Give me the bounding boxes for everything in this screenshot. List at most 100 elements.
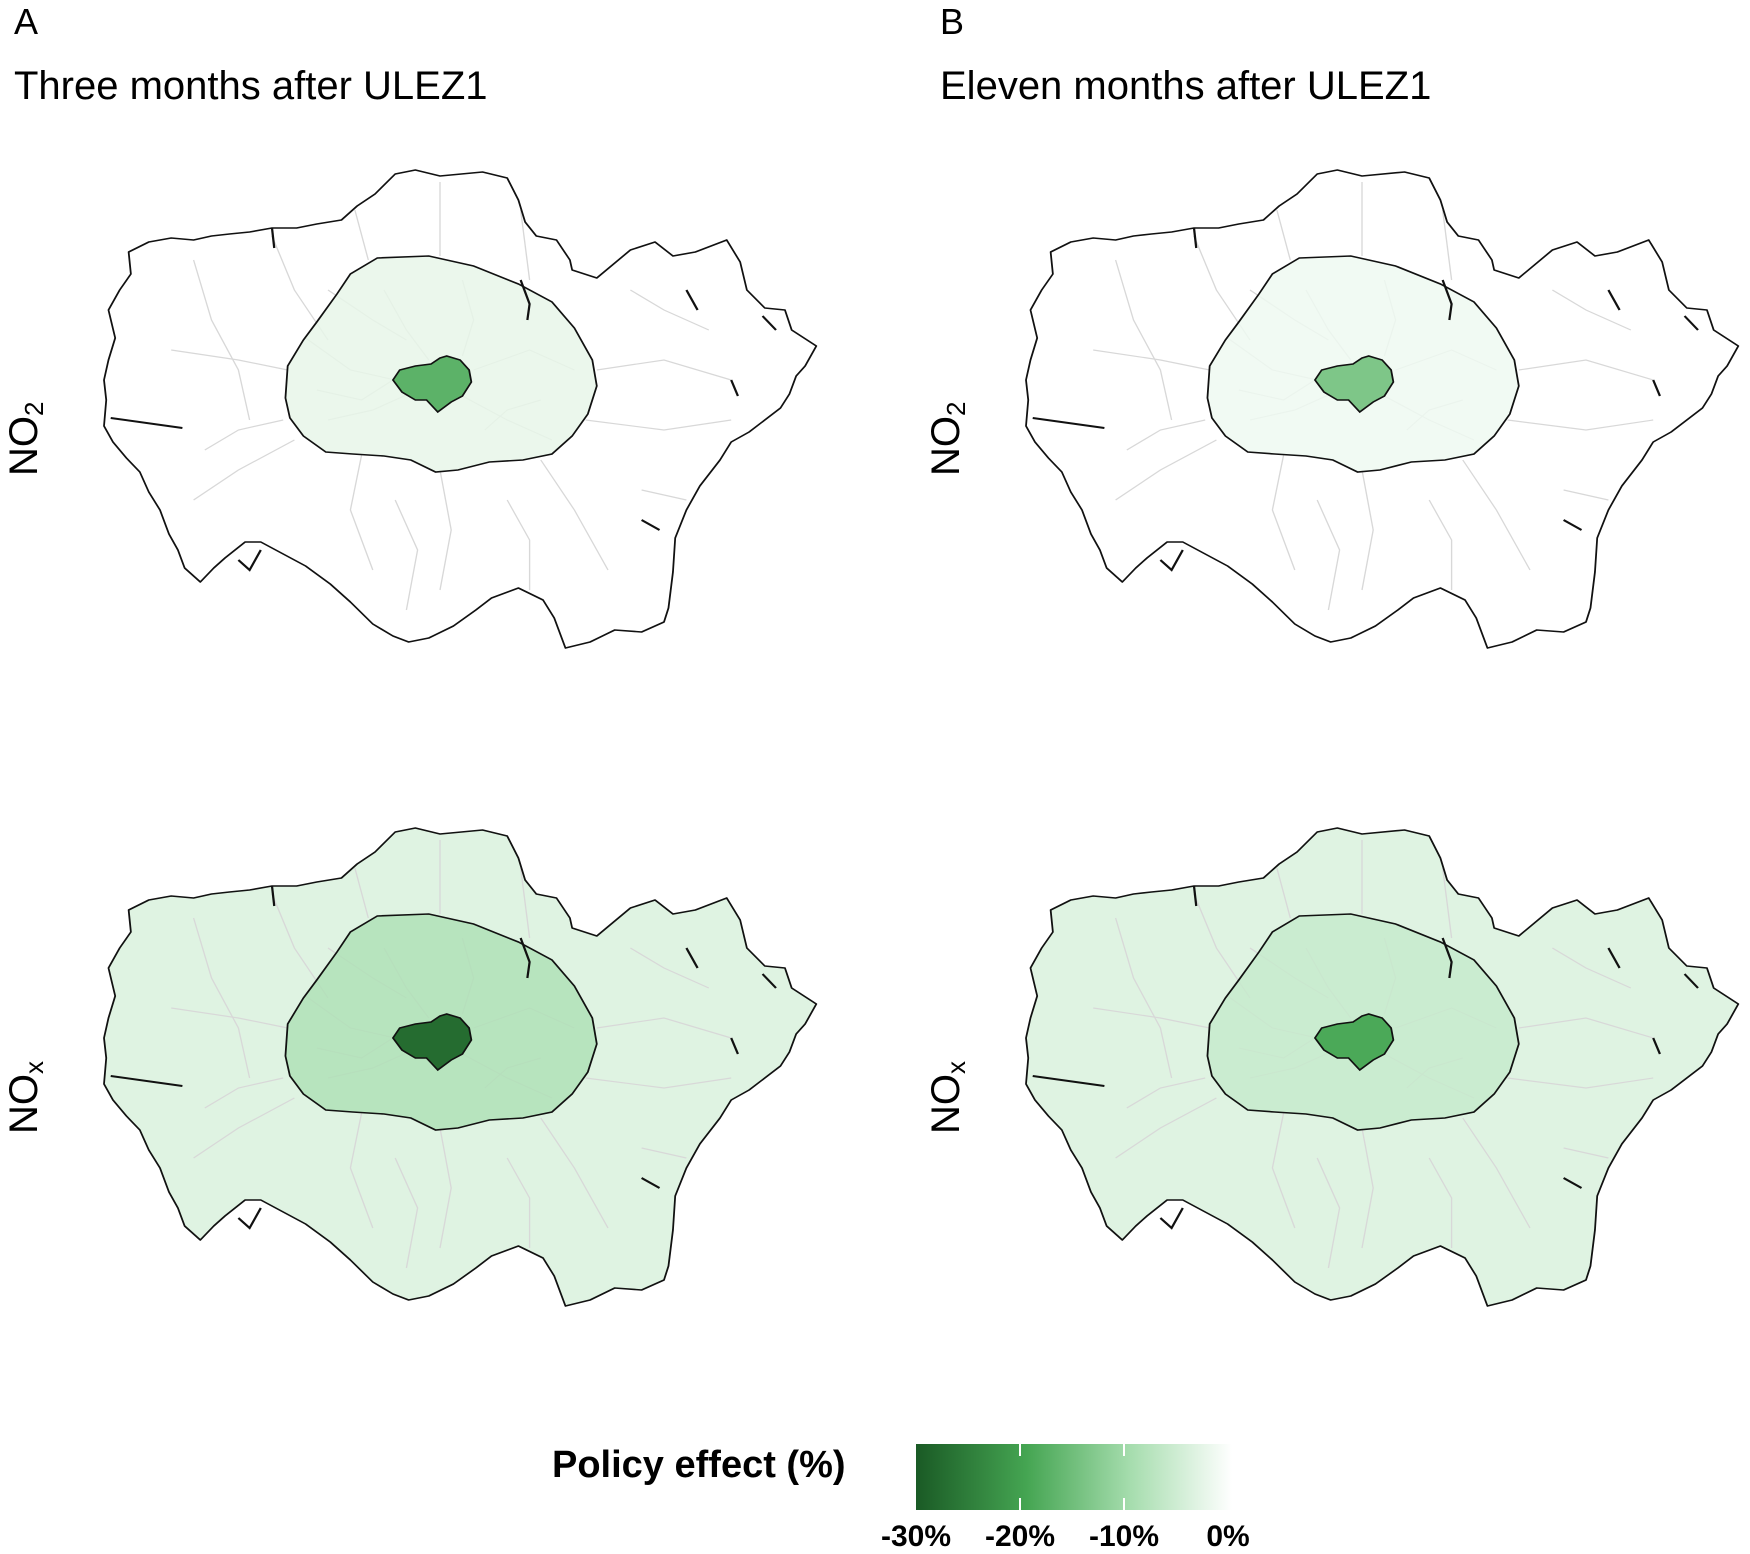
row-label-nox-b: NOx [924, 1061, 971, 1134]
greater-london-outline [1025, 827, 1740, 1307]
borough-boundary [349, 454, 374, 571]
borough-boundary [506, 499, 531, 590]
map-layer [1025, 827, 1740, 1307]
river-or-road-line [730, 1037, 739, 1055]
borough-boundary [1563, 1147, 1609, 1159]
borough-boundary [1462, 1117, 1531, 1229]
central-ulez-area [391, 355, 473, 414]
borough-boundary [1428, 499, 1453, 590]
panel-a-title: Three months after ULEZ1 [14, 64, 488, 108]
borough-boundary [641, 489, 687, 501]
borough-boundary [192, 259, 251, 421]
borough-boundary [171, 1007, 288, 1029]
borough-boundary [439, 469, 452, 591]
map-layer [1025, 169, 1740, 649]
legend-tick-minus-20: -20% [984, 1520, 1056, 1553]
river-or-road-line [237, 1207, 262, 1230]
map-layer [103, 169, 818, 649]
borough-boundary [193, 439, 295, 501]
legend-color-bar [916, 1444, 1232, 1510]
borough-boundary [1316, 1157, 1341, 1269]
borough-boundary [1093, 349, 1210, 371]
borough-boundary [1428, 1157, 1453, 1248]
central-ulez-area [391, 1013, 473, 1072]
river-or-road-line [1441, 279, 1453, 321]
river-or-road-line [685, 947, 699, 969]
borough-boundary [1271, 454, 1296, 571]
river-or-road-line [237, 549, 262, 572]
river-or-road-line [270, 885, 276, 907]
legend-title: Policy effect (%) [552, 1444, 846, 1486]
borough-boundary [394, 1157, 419, 1269]
panel-b-letter: B [940, 1, 965, 42]
borough-boundary [1507, 419, 1654, 431]
borough-boundary [1552, 289, 1632, 331]
river-or-road-line [1441, 937, 1453, 979]
borough-boundary [1361, 469, 1374, 591]
borough-boundary [1114, 259, 1173, 421]
borough-boundary [1126, 419, 1206, 451]
map-a-nox [103, 827, 818, 1307]
borough-boundary [1518, 359, 1654, 381]
borough-boundary [1462, 459, 1531, 571]
legend-tick-minus-30: -30% [880, 1520, 952, 1553]
river-or-road-line [685, 289, 699, 311]
river-or-road-line [761, 973, 777, 989]
greater-london-outline [103, 169, 818, 649]
central-ulez-area [1313, 355, 1395, 414]
borough-boundary [585, 419, 732, 431]
row-label-no2-b: NO2 [924, 401, 971, 476]
borough-boundary [192, 917, 251, 1079]
river-or-road-line [1032, 1075, 1105, 1087]
legend-tick-minus-10: -10% [1088, 1520, 1160, 1553]
borough-boundary [171, 349, 288, 371]
borough-boundary [193, 1097, 295, 1159]
borough-boundary [519, 867, 531, 939]
borough-boundary [1126, 1077, 1206, 1109]
river-or-road-line [1607, 289, 1621, 311]
borough-boundary [1271, 1112, 1296, 1229]
row-label-no2-a: NO2 [2, 401, 49, 476]
river-or-road-line [1607, 947, 1621, 969]
map-layer [103, 827, 818, 1307]
borough-boundary [596, 359, 732, 381]
borough-boundary [519, 209, 531, 281]
borough-boundary [540, 1117, 609, 1229]
river-or-road-line [761, 315, 777, 331]
panel-a-letter: A [14, 1, 39, 42]
borough-boundary [1114, 917, 1173, 1079]
borough-boundary [204, 419, 284, 451]
river-or-road-line [730, 379, 739, 397]
map-b-no2 [1025, 169, 1740, 649]
borough-boundary [1276, 209, 1291, 261]
river-or-road-line [1032, 417, 1105, 429]
panel-b-title: Eleven months after ULEZ1 [940, 64, 1432, 108]
river-or-road-line [1683, 315, 1699, 331]
borough-boundary [1507, 1077, 1654, 1089]
river-or-road-line [270, 227, 276, 249]
river-or-road-line [1683, 973, 1699, 989]
greater-london-outline [1025, 169, 1740, 649]
greater-london-outline [103, 827, 818, 1307]
borough-boundary [349, 1112, 374, 1229]
river-or-road-line [641, 519, 661, 531]
borough-boundary [1518, 1017, 1654, 1039]
river-or-road-line [1159, 1207, 1184, 1230]
river-or-road-line [1192, 227, 1198, 249]
borough-boundary [354, 209, 369, 261]
borough-boundary [1093, 1007, 1210, 1029]
river-or-road-line [641, 1177, 661, 1189]
river-or-road-line [1652, 1037, 1661, 1055]
borough-boundary [1115, 1097, 1217, 1159]
river-or-road-line [1563, 519, 1583, 531]
map-b-nox [1025, 827, 1740, 1307]
borough-boundary [641, 1147, 687, 1159]
river-or-road-line [110, 417, 183, 429]
river-or-road-line [1563, 1177, 1583, 1189]
borough-boundary [1441, 867, 1453, 939]
borough-boundary [630, 289, 710, 331]
river-or-road-line [1192, 885, 1198, 907]
borough-boundary [630, 947, 710, 989]
river-or-road-line [110, 1075, 183, 1087]
borough-boundary [1441, 209, 1453, 281]
